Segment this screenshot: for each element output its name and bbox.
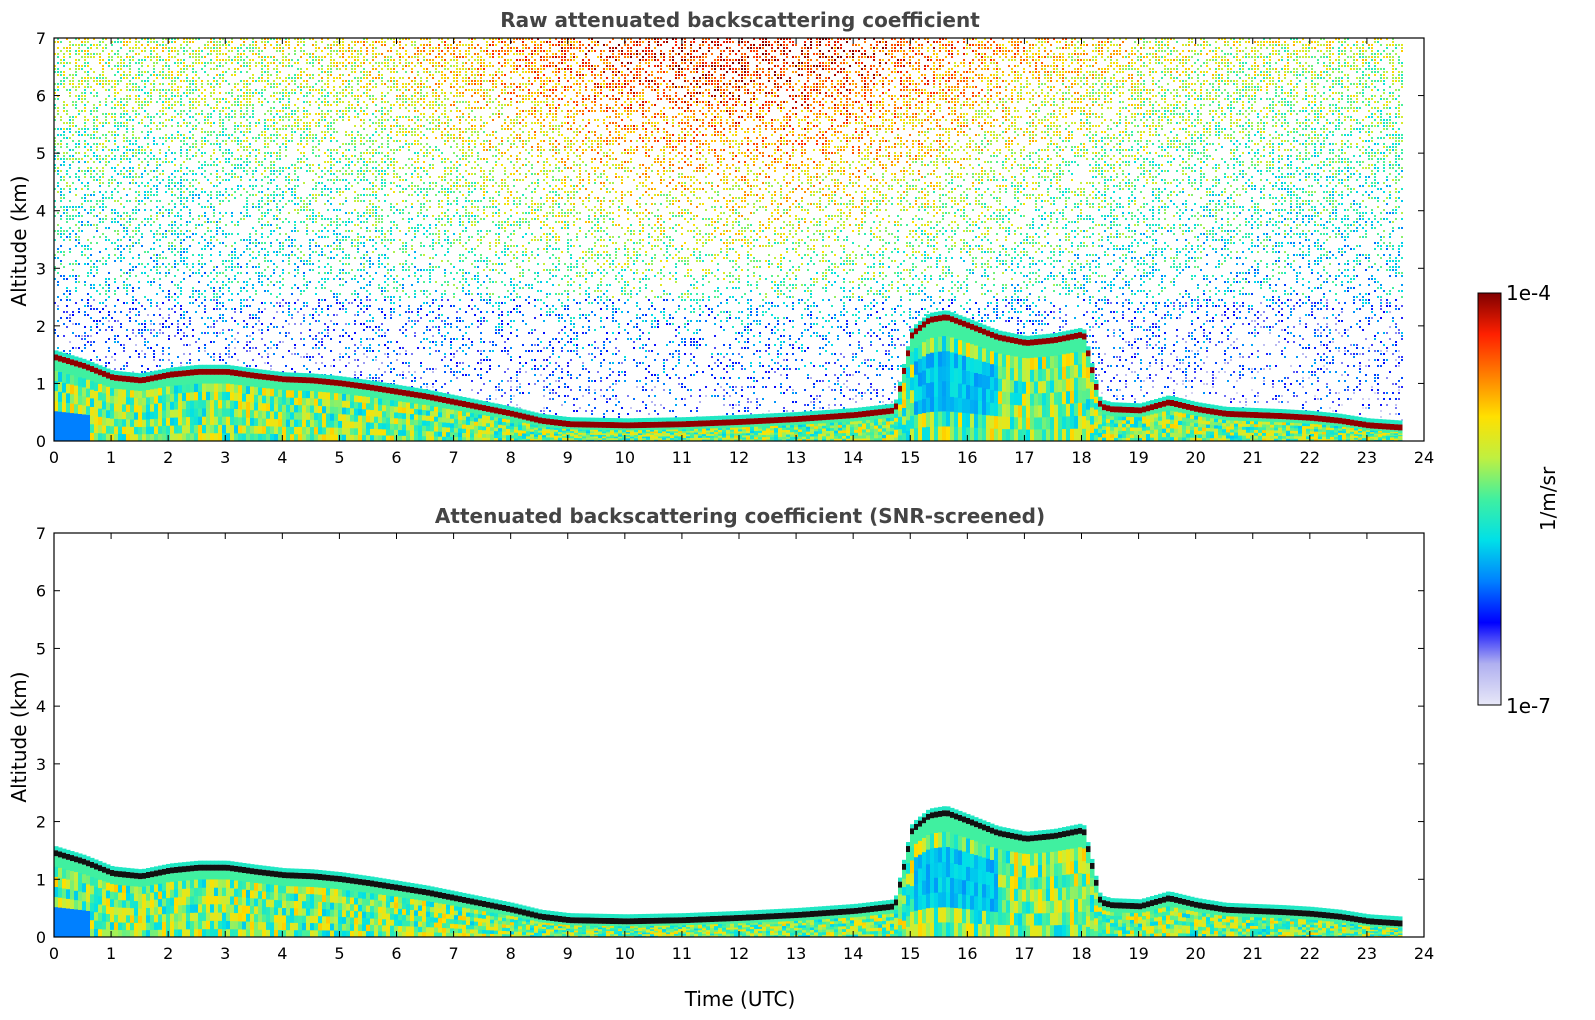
y-tick-label: 2	[36, 317, 46, 336]
colorbar-bar	[1478, 293, 1501, 705]
x-tick-label: 14	[843, 448, 863, 467]
x-tick-label: 18	[1071, 944, 1091, 963]
x-tick-label: 10	[615, 448, 635, 467]
panel-screened-title: Attenuated backscattering coefficient (S…	[435, 504, 1045, 528]
y-tick-label: 1	[36, 870, 46, 889]
x-tick-label: 0	[49, 448, 59, 467]
x-tick-label: 18	[1071, 448, 1091, 467]
y-tick-label: 2	[36, 813, 46, 832]
y-tick-label: 0	[36, 928, 46, 947]
x-tick-label: 20	[1185, 448, 1205, 467]
y-tick-label: 6	[36, 582, 46, 601]
x-tick-label: 23	[1357, 944, 1377, 963]
figure: Raw attenuated backscattering coefficien…	[0, 0, 1595, 1020]
y-tick-label: 5	[36, 144, 46, 163]
x-tick-label: 9	[563, 944, 573, 963]
panel-raw-ylabel: Altitude (km)	[7, 175, 31, 306]
x-tick-label: 13	[786, 448, 806, 467]
x-tick-label: 5	[334, 448, 344, 467]
x-tick-label: 6	[391, 944, 401, 963]
x-tick-label: 1	[106, 448, 116, 467]
y-tick-label: 4	[36, 697, 46, 716]
colorbar: 1e-4 1e-7 1/m/sr	[1478, 281, 1560, 718]
x-tick-label: 0	[49, 944, 59, 963]
noise-field	[54, 38, 1403, 421]
x-tick-label: 12	[729, 448, 749, 467]
x-tick-label: 1	[106, 944, 116, 963]
x-tick-label: 24	[1414, 944, 1434, 963]
y-tick-label: 0	[36, 432, 46, 451]
x-tick-label: 8	[506, 448, 516, 467]
panel-raw-title: Raw attenuated backscattering coefficien…	[500, 8, 980, 32]
x-tick-label: 17	[1014, 448, 1034, 467]
x-tick-label: 23	[1357, 448, 1377, 467]
x-tick-label: 5	[334, 944, 344, 963]
x-tick-label: 20	[1185, 944, 1205, 963]
y-tick-label: 3	[36, 755, 46, 774]
x-tick-label: 3	[220, 448, 230, 467]
x-tick-label: 22	[1300, 448, 1320, 467]
x-tick-label: 15	[900, 448, 920, 467]
x-tick-label: 22	[1300, 944, 1320, 963]
x-tick-label: 15	[900, 944, 920, 963]
panel-screened: Attenuated backscattering coefficient (S…	[7, 504, 1434, 1011]
panel-raw-heatmap	[54, 38, 1403, 442]
x-tick-label: 7	[448, 944, 458, 963]
panel-screened-xlabel: Time (UTC)	[684, 987, 796, 1011]
y-tick-label: 5	[36, 639, 46, 658]
x-tick-label: 11	[672, 448, 692, 467]
boundary-layer	[54, 806, 1403, 937]
x-tick-label: 2	[163, 448, 173, 467]
x-tick-label: 14	[843, 944, 863, 963]
x-tick-label: 16	[957, 944, 977, 963]
y-tick-label: 4	[36, 202, 46, 221]
x-tick-label: 7	[448, 448, 458, 467]
colorbar-unit-label: 1/m/sr	[1536, 466, 1560, 531]
panel-raw: Raw attenuated backscattering coefficien…	[7, 8, 1434, 467]
colorbar-min-label: 1e-7	[1506, 694, 1551, 718]
y-tick-label: 7	[36, 29, 46, 48]
panel-screened-heatmap	[54, 806, 1403, 937]
y-tick-label: 7	[36, 524, 46, 543]
x-tick-label: 21	[1243, 944, 1263, 963]
x-tick-label: 19	[1128, 448, 1148, 467]
x-tick-label: 13	[786, 944, 806, 963]
boundary-layer	[54, 311, 1403, 442]
x-tick-label: 19	[1128, 944, 1148, 963]
x-tick-label: 12	[729, 944, 749, 963]
x-tick-label: 24	[1414, 448, 1434, 467]
y-tick-label: 6	[36, 87, 46, 106]
x-tick-label: 16	[957, 448, 977, 467]
panel-screened-ylabel: Altitude (km)	[7, 671, 31, 802]
x-tick-label: 6	[391, 448, 401, 467]
x-tick-label: 17	[1014, 944, 1034, 963]
x-tick-label: 8	[506, 944, 516, 963]
x-tick-label: 11	[672, 944, 692, 963]
colorbar-max-label: 1e-4	[1506, 281, 1551, 305]
x-tick-label: 4	[277, 944, 287, 963]
x-tick-label: 21	[1243, 448, 1263, 467]
x-tick-label: 9	[563, 448, 573, 467]
x-tick-label: 10	[615, 944, 635, 963]
x-tick-label: 2	[163, 944, 173, 963]
x-tick-label: 4	[277, 448, 287, 467]
y-tick-label: 1	[36, 374, 46, 393]
y-tick-label: 3	[36, 259, 46, 278]
x-tick-label: 3	[220, 944, 230, 963]
